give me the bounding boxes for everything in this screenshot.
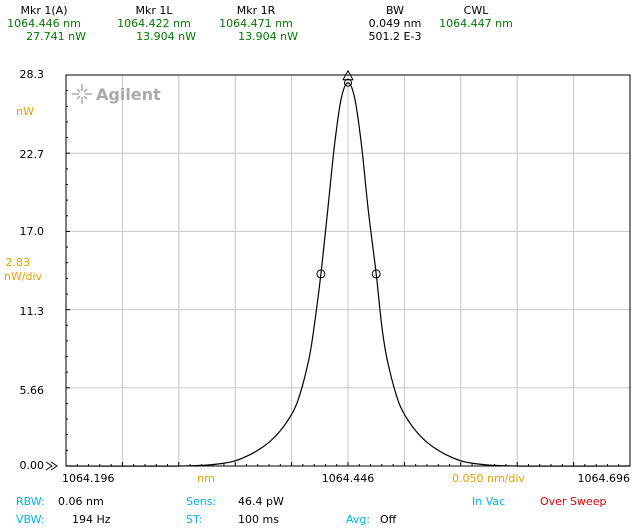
x-scale-label: 0.050 nm/div xyxy=(452,472,525,485)
sens-label: Sens: xyxy=(186,495,217,508)
cwl-title: CWL xyxy=(463,4,489,17)
marker-symbols xyxy=(316,69,381,279)
vbw-label: VBW: xyxy=(16,513,45,526)
y-scale-value: 2.83 xyxy=(5,256,31,269)
marker-1r-wavelength: 1064.471 nm xyxy=(219,17,293,30)
y-tick-label-top: 28.3 xyxy=(19,68,45,81)
grid xyxy=(65,74,631,467)
cwl-value: 1064.447 nm xyxy=(439,17,513,30)
spark-ray xyxy=(83,95,88,100)
y-axis-unit: nW xyxy=(16,105,34,118)
avg-value[interactable]: Off xyxy=(380,513,397,526)
agilent-logo-text: Agilent xyxy=(96,85,161,104)
marker-1r-title: Mkr 1R xyxy=(236,4,276,17)
in-vac-status: In Vac xyxy=(472,495,506,508)
chevron-right-icon xyxy=(45,461,53,471)
y-tick-label: 22.7 xyxy=(19,148,45,161)
vbw-value[interactable]: 194 Hz xyxy=(72,513,111,526)
x-stop-label: 1064.696 xyxy=(577,472,631,485)
x-start-label: 1064.196 xyxy=(62,472,115,485)
x-center-label: 1064.446 xyxy=(321,472,375,485)
chevron-right-icon xyxy=(50,461,58,471)
x-axis-unit: nm xyxy=(197,472,215,485)
marker-1r-power: 13.904 nW xyxy=(238,30,298,43)
y-tick-label: 17.0 xyxy=(19,225,45,238)
over-sweep-status: Over Sweep xyxy=(540,495,607,508)
y-scale-unit: nW/div xyxy=(4,270,43,283)
y-tick-label: 11.3 xyxy=(19,305,45,318)
agilent-spark-icon xyxy=(72,84,92,104)
spark-ray xyxy=(76,88,81,93)
marker-1a-wavelength: 1064.446 nm xyxy=(7,17,81,30)
marker-1l-power: 13.904 nW xyxy=(136,30,196,43)
sweep-time-value[interactable]: 100 ms xyxy=(238,513,279,526)
spectrum-trace xyxy=(65,82,631,467)
spark-ray xyxy=(83,88,88,93)
marker-1r-circle-icon xyxy=(371,269,381,279)
y-tick-label: 5.66 xyxy=(19,384,45,397)
rbw-label: RBW: xyxy=(16,495,45,508)
plot-frame xyxy=(65,74,631,467)
marker-1l-title: Mkr 1L xyxy=(135,4,173,17)
y-tick-label-bottom: 0.00 xyxy=(19,459,45,472)
marker-1a-title: Mkr 1(A) xyxy=(20,4,68,17)
marker-1a-circle-icon xyxy=(344,78,352,87)
bandwidth-title: BW xyxy=(385,4,405,17)
reference-level-arrow-icon xyxy=(45,461,58,471)
marker-1a-power: 27.741 nW xyxy=(26,30,86,43)
bandwidth-value: 0.049 nm xyxy=(368,17,422,30)
bandwidth-ratio: 501.2 E-3 xyxy=(368,30,422,43)
avg-label: Avg: xyxy=(346,513,371,526)
spark-ray xyxy=(76,95,81,100)
marker-1a-triangle-icon xyxy=(342,69,354,81)
sens-value[interactable]: 46.4 pW xyxy=(238,495,284,508)
marker-1l-circle-icon xyxy=(316,269,326,279)
rbw-value[interactable]: 0.06 nm xyxy=(58,495,104,508)
marker-1l-wavelength: 1064.422 nm xyxy=(117,17,191,30)
agilent-logo: Agilent xyxy=(72,84,161,104)
sweep-time-label: ST: xyxy=(186,513,203,526)
